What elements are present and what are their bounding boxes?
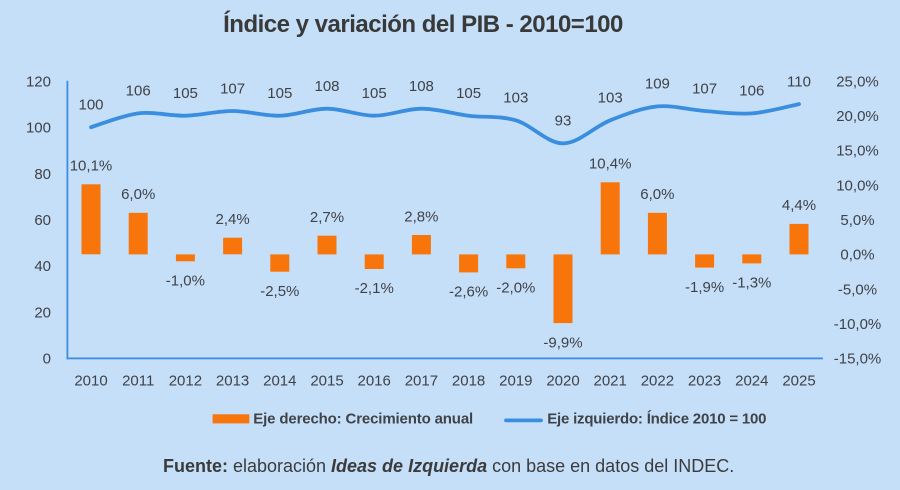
svg-text:Índice y variación del PIB - 2: Índice y variación del PIB - 2010=100 [223, 10, 623, 38]
svg-text:109: 109 [645, 76, 670, 93]
svg-text:105: 105 [173, 85, 198, 102]
svg-text:2013: 2013 [216, 373, 249, 390]
svg-text:-2,1%: -2,1% [355, 280, 394, 297]
svg-text:103: 103 [598, 90, 623, 107]
svg-text:Eje izquierdo: Índice 2010 = 1: Eje izquierdo: Índice 2010 = 100 [547, 411, 766, 428]
svg-text:2025: 2025 [782, 373, 815, 390]
svg-text:-5,0%: -5,0% [838, 281, 877, 298]
svg-text:20: 20 [34, 305, 51, 322]
svg-text:2018: 2018 [452, 373, 485, 390]
svg-text:2,8%: 2,8% [404, 208, 438, 225]
svg-text:40: 40 [34, 258, 51, 275]
svg-text:2,7%: 2,7% [310, 209, 344, 226]
svg-text:105: 105 [456, 85, 481, 102]
svg-text:105: 105 [267, 85, 292, 102]
svg-text:2023: 2023 [688, 373, 721, 390]
svg-text:25,0%: 25,0% [836, 73, 879, 90]
svg-text:2019: 2019 [499, 373, 532, 390]
svg-text:2024: 2024 [735, 373, 768, 390]
svg-text:2016: 2016 [358, 373, 391, 390]
svg-text:107: 107 [220, 80, 245, 97]
svg-text:2021: 2021 [594, 373, 627, 390]
svg-text:-1,9%: -1,9% [685, 279, 724, 296]
svg-text:Eje derecho: Crecimiento anual: Eje derecho: Crecimiento anual [253, 411, 473, 428]
svg-text:105: 105 [362, 85, 387, 102]
svg-text:0,0%: 0,0% [840, 247, 874, 264]
svg-text:6,0%: 6,0% [121, 186, 155, 203]
svg-text:-15,0%: -15,0% [834, 351, 882, 368]
svg-text:-1,0%: -1,0% [166, 273, 205, 290]
svg-text:2,4%: 2,4% [215, 211, 249, 228]
svg-text:-1,3%: -1,3% [732, 275, 771, 292]
svg-text:-2,6%: -2,6% [449, 284, 488, 301]
svg-text:80: 80 [34, 166, 51, 183]
svg-text:-9,9%: -9,9% [543, 334, 582, 351]
svg-text:20,0%: 20,0% [836, 108, 879, 125]
svg-text:10,4%: 10,4% [589, 156, 632, 173]
svg-text:60: 60 [34, 212, 51, 229]
svg-text:-2,0%: -2,0% [496, 280, 535, 297]
svg-text:2015: 2015 [310, 373, 343, 390]
svg-text:2010: 2010 [74, 373, 107, 390]
svg-text:4,4%: 4,4% [782, 197, 816, 214]
svg-text:15,0%: 15,0% [836, 143, 879, 160]
svg-text:Fuente: elaboración Ideas de I: Fuente: elaboración Ideas de Izquierda c… [163, 456, 734, 476]
svg-text:106: 106 [739, 83, 764, 100]
svg-text:110: 110 [787, 73, 811, 90]
svg-text:0: 0 [43, 351, 51, 368]
svg-text:10,1%: 10,1% [70, 158, 113, 175]
svg-text:103: 103 [503, 90, 528, 107]
svg-text:10,0%: 10,0% [836, 177, 879, 194]
svg-text:108: 108 [314, 78, 339, 95]
svg-text:-10,0%: -10,0% [834, 316, 882, 333]
svg-text:107: 107 [692, 80, 717, 97]
svg-text:108: 108 [409, 78, 434, 95]
svg-text:106: 106 [126, 83, 151, 100]
svg-text:93: 93 [555, 113, 572, 130]
svg-text:-2,5%: -2,5% [260, 283, 299, 300]
svg-text:2022: 2022 [641, 373, 674, 390]
svg-text:2020: 2020 [546, 373, 579, 390]
svg-text:6,0%: 6,0% [640, 186, 674, 203]
svg-text:2017: 2017 [405, 373, 438, 390]
svg-text:2011: 2011 [122, 373, 154, 390]
svg-text:100: 100 [26, 120, 51, 137]
svg-text:5,0%: 5,0% [840, 212, 874, 229]
svg-text:2012: 2012 [169, 373, 202, 390]
svg-text:100: 100 [78, 97, 103, 114]
svg-text:120: 120 [26, 73, 51, 90]
svg-text:2014: 2014 [263, 373, 296, 390]
